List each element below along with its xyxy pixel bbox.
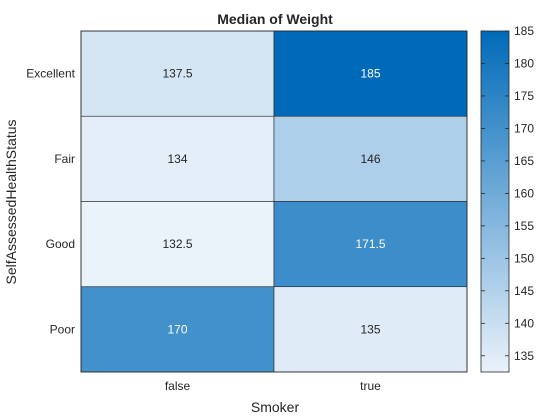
heatmap-cells: 137.5 185 134 146 132.5 171.5 170 135	[80, 30, 468, 373]
y-tick-label: Excellent	[26, 67, 75, 81]
colorbar-tick-label: 170	[514, 121, 534, 135]
colorbar-tick-label: 165	[514, 154, 534, 168]
cell-value-label: 170	[167, 322, 187, 336]
cell-value-label: 171.5	[355, 237, 385, 251]
colorbar	[480, 30, 510, 373]
colorbar-tick-label: 135	[514, 349, 534, 363]
cell-value-label: 146	[360, 152, 380, 166]
colorbar-tick-label: 145	[514, 284, 534, 298]
heatmap-cell	[80, 115, 275, 202]
chart-title: Median of Weight	[217, 11, 333, 27]
colorbar-tick-label: 180	[514, 56, 534, 70]
heatmap-cell	[80, 286, 275, 373]
x-axis-label: Smoker	[251, 399, 300, 415]
heatmap-cell	[273, 30, 468, 117]
plot-frame	[80, 30, 468, 373]
cell-value-label: 135	[360, 322, 380, 336]
heatmap-cell	[273, 201, 468, 288]
x-tick-label: true	[360, 379, 381, 393]
y-tick-labels: Excellent Fair Good Poor	[26, 67, 75, 337]
y-axis-label: SelfAssessedHealthStatus	[3, 120, 19, 285]
colorbar-tick-label: 150	[514, 251, 534, 265]
colorbar-tick-label: 160	[514, 186, 534, 200]
heatmap-cell	[80, 30, 275, 117]
colorbar-tick-label: 175	[514, 89, 534, 103]
heatmap-cell	[80, 201, 275, 288]
heatmap-cell	[273, 286, 468, 373]
y-tick-label: Poor	[50, 322, 75, 336]
cell-value-label: 185	[360, 67, 380, 81]
colorbar-tick-label: 155	[514, 219, 534, 233]
y-tick-label: Fair	[54, 152, 75, 166]
x-tick-label: false	[165, 379, 191, 393]
cell-value-label: 137.5	[162, 67, 192, 81]
heatmap-cell	[273, 115, 468, 202]
y-tick-label: Good	[46, 237, 75, 251]
colorbar-tick-label: 185	[514, 24, 534, 38]
cell-value-label: 134	[167, 152, 187, 166]
cell-value-label: 132.5	[162, 237, 192, 251]
colorbar-tick-label: 140	[514, 316, 534, 330]
x-tick-labels: false true	[165, 379, 381, 393]
colorbar-ticks: 135 140 145 150 155 160 165 170 175 180 185	[481, 24, 534, 363]
